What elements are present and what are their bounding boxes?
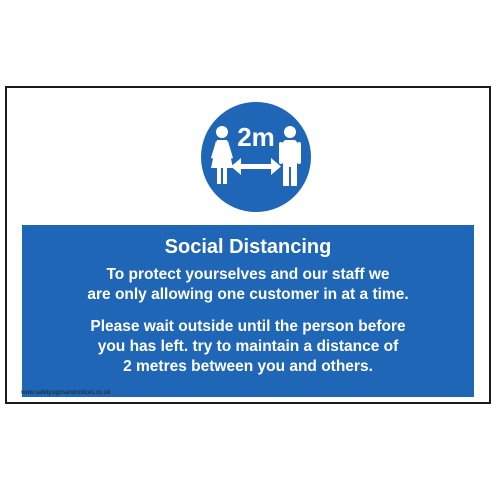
paragraph-2-line-2: you has left. try to maintain a distance… bbox=[97, 338, 399, 355]
distance-label: 2m bbox=[237, 122, 275, 152]
message-panel: Social Distancing To protect yourselves … bbox=[22, 225, 474, 397]
paragraph-2: Please wait outside until the person bef… bbox=[22, 317, 474, 377]
paragraph-1-line-2: are only allowing one customer in at a t… bbox=[87, 286, 409, 303]
paragraph-1-line-1: To protect yourselves and our staff we bbox=[106, 266, 390, 283]
male-figure-icon bbox=[279, 126, 301, 186]
paragraph-2-line-1: Please wait outside until the person bef… bbox=[90, 318, 406, 335]
paragraph-1: To protect yourselves and our staff we a… bbox=[22, 265, 474, 305]
female-figure-icon bbox=[211, 126, 233, 184]
sign-title: Social Distancing bbox=[164, 236, 332, 258]
social-distancing-sign: 2m Social Distancing To protect yoursel bbox=[5, 86, 491, 404]
footer-website: www.safetysignsandnotices.co.uk bbox=[21, 390, 111, 396]
distancing-symbol: 2m bbox=[201, 102, 311, 212]
paragraph-2-line-3: 2 metres between you and others. bbox=[123, 358, 373, 375]
double-arrow-icon bbox=[231, 158, 281, 175]
